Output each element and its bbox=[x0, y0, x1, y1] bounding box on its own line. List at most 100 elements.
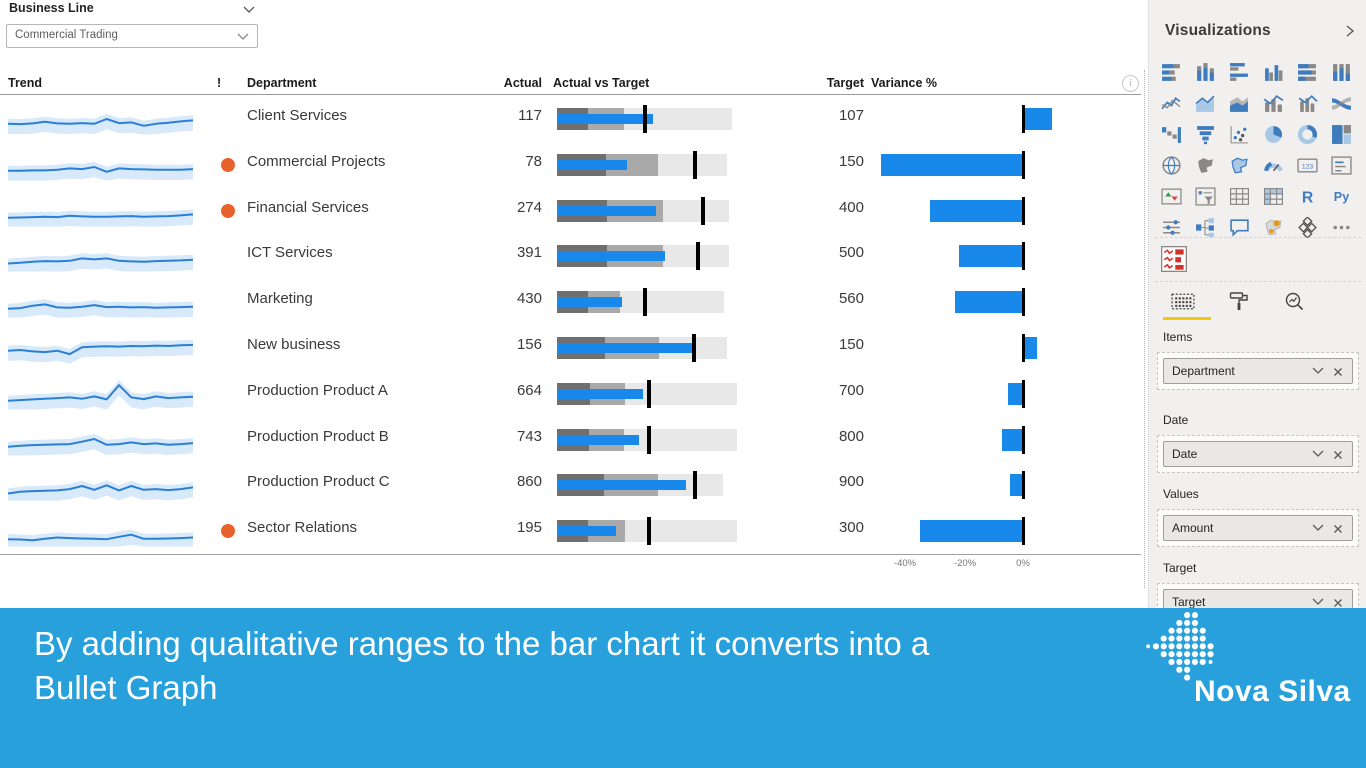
field-chevron-down-icon[interactable] bbox=[1312, 523, 1324, 532]
field-remove-icon[interactable] bbox=[1333, 450, 1343, 460]
variance-cell[interactable] bbox=[868, 96, 1142, 142]
field-remove-icon[interactable] bbox=[1333, 367, 1343, 377]
table-row[interactable]: Production Product B 743 800 bbox=[0, 417, 1148, 463]
bullet-graph[interactable] bbox=[557, 334, 737, 362]
col-header-department[interactable]: Department bbox=[247, 76, 317, 90]
field-chevron-down-icon[interactable] bbox=[1312, 449, 1324, 458]
field-well-date[interactable]: Date bbox=[1157, 435, 1359, 473]
actual-bar bbox=[557, 251, 665, 262]
line-chart-icon[interactable] bbox=[1159, 91, 1183, 115]
decomposition-tree-icon[interactable] bbox=[1193, 215, 1217, 239]
bullet-graph[interactable] bbox=[557, 242, 737, 271]
line-stacked-column-chart-icon[interactable] bbox=[1261, 91, 1285, 115]
col-header-trend[interactable]: Trend bbox=[8, 76, 43, 90]
bullet-graph[interactable] bbox=[557, 425, 737, 454]
pie-chart-icon[interactable] bbox=[1261, 122, 1285, 146]
field-chevron-down-icon[interactable] bbox=[1312, 597, 1324, 606]
qa-icon[interactable] bbox=[1227, 215, 1251, 239]
tab-fields[interactable] bbox=[1169, 288, 1197, 314]
variance-cell[interactable] bbox=[868, 188, 1142, 234]
field-chevron-down-icon[interactable] bbox=[1312, 366, 1324, 375]
kpi-icon[interactable] bbox=[1159, 184, 1183, 208]
r-script-icon[interactable]: R bbox=[1295, 184, 1319, 208]
field-well-items[interactable]: Department bbox=[1157, 352, 1359, 390]
waterfall-chart-icon[interactable] bbox=[1159, 122, 1183, 146]
line-clustered-column-chart-icon[interactable] bbox=[1295, 91, 1319, 115]
clustered-bar-chart-icon[interactable] bbox=[1227, 60, 1251, 84]
python-script-icon[interactable]: Py bbox=[1329, 184, 1353, 208]
table-row[interactable]: Production Product A 664 700 bbox=[0, 371, 1148, 417]
multi-row-card-icon[interactable] bbox=[1329, 153, 1353, 177]
field-well-values[interactable]: Amount bbox=[1157, 509, 1359, 547]
arcgis-map-icon[interactable] bbox=[1261, 215, 1285, 239]
actual-bar bbox=[557, 297, 622, 308]
variance-cell[interactable] bbox=[868, 371, 1142, 417]
custom-visual-bullet-chart-icon[interactable] bbox=[1161, 246, 1187, 272]
col-header-variance[interactable]: Variance % bbox=[871, 76, 938, 90]
table-row[interactable]: Financial Services 274 400 bbox=[0, 188, 1148, 234]
actual-bar bbox=[557, 114, 653, 124]
table-row[interactable]: Client Services 117 107 bbox=[0, 96, 1148, 142]
map-icon[interactable] bbox=[1159, 153, 1183, 177]
table-row[interactable]: Production Product C 860 900 bbox=[0, 462, 1148, 508]
slicer-icon[interactable] bbox=[1193, 184, 1217, 208]
col-header-actual[interactable]: Actual bbox=[503, 76, 542, 90]
bullet-graph[interactable] bbox=[557, 379, 737, 408]
ribbon-chart-icon[interactable] bbox=[1329, 91, 1353, 115]
business-line-dropdown[interactable]: Commercial Trading bbox=[6, 24, 258, 48]
info-icon[interactable]: i bbox=[1122, 75, 1139, 92]
key-influencers-icon[interactable] bbox=[1159, 215, 1183, 239]
area-chart-icon[interactable] bbox=[1193, 91, 1217, 115]
variance-zero-marker bbox=[1021, 334, 1025, 362]
dropdown-chevron-icon bbox=[237, 32, 249, 42]
variance-cell[interactable] bbox=[868, 142, 1142, 188]
more-options-icon[interactable] bbox=[1329, 215, 1353, 239]
col-header-alert[interactable]: ! bbox=[217, 76, 222, 90]
stacked-column-chart-icon[interactable] bbox=[1193, 60, 1217, 84]
pane-collapse-chevron-icon[interactable] bbox=[1345, 24, 1355, 38]
bullet-graph[interactable] bbox=[557, 105, 737, 133]
table-row[interactable]: Commercial Projects 78 150 bbox=[0, 142, 1148, 188]
filled-map-icon[interactable] bbox=[1193, 153, 1217, 177]
clustered-column-chart-icon[interactable] bbox=[1261, 60, 1285, 84]
shape-map-icon[interactable] bbox=[1227, 153, 1251, 177]
variance-cell[interactable] bbox=[868, 233, 1142, 279]
field-remove-icon[interactable] bbox=[1333, 524, 1343, 534]
100-stacked-column-chart-icon[interactable] bbox=[1329, 60, 1353, 84]
power-apps-icon[interactable] bbox=[1295, 215, 1319, 239]
target-value: 107 bbox=[838, 107, 864, 124]
table-row[interactable]: Marketing 430 560 bbox=[0, 279, 1148, 325]
variance-cell[interactable] bbox=[868, 417, 1142, 463]
slicer-collapse-chevron-icon[interactable] bbox=[243, 4, 255, 14]
gauge-icon[interactable] bbox=[1261, 153, 1285, 177]
matrix-icon[interactable] bbox=[1261, 184, 1285, 208]
bullet-graph[interactable] bbox=[557, 150, 737, 179]
table-row[interactable]: New business 156 150 bbox=[0, 325, 1148, 371]
variance-cell[interactable] bbox=[868, 462, 1142, 508]
scatter-chart-icon[interactable] bbox=[1227, 122, 1251, 146]
variance-cell[interactable] bbox=[868, 325, 1142, 371]
variance-cell[interactable] bbox=[868, 279, 1142, 325]
bullet-graph[interactable] bbox=[557, 471, 737, 500]
treemap-icon[interactable] bbox=[1329, 122, 1353, 146]
tab-analytics[interactable] bbox=[1281, 288, 1309, 314]
table-row[interactable]: Sector Relations 195 300 bbox=[0, 508, 1148, 554]
card-icon[interactable]: 123 bbox=[1295, 153, 1319, 177]
bullet-graph[interactable] bbox=[557, 196, 737, 225]
bullet-graph[interactable] bbox=[557, 288, 737, 317]
stacked-area-chart-icon[interactable] bbox=[1227, 91, 1251, 115]
table-icon[interactable] bbox=[1227, 184, 1251, 208]
variance-cell[interactable] bbox=[868, 508, 1142, 554]
table-row[interactable]: ICT Services 391 500 bbox=[0, 233, 1148, 279]
donut-chart-icon[interactable] bbox=[1295, 122, 1319, 146]
col-header-actual-vs-target[interactable]: Actual vs Target bbox=[553, 76, 650, 90]
funnel-chart-icon[interactable] bbox=[1193, 122, 1217, 146]
col-header-target[interactable]: Target bbox=[826, 76, 864, 90]
tab-format[interactable] bbox=[1225, 288, 1253, 314]
100-stacked-bar-chart-icon[interactable] bbox=[1295, 60, 1319, 84]
stacked-bar-chart-icon[interactable] bbox=[1159, 60, 1183, 84]
bullet-graph[interactable] bbox=[557, 517, 737, 546]
field-remove-icon[interactable] bbox=[1333, 598, 1343, 608]
trend-sparkline bbox=[8, 514, 193, 548]
